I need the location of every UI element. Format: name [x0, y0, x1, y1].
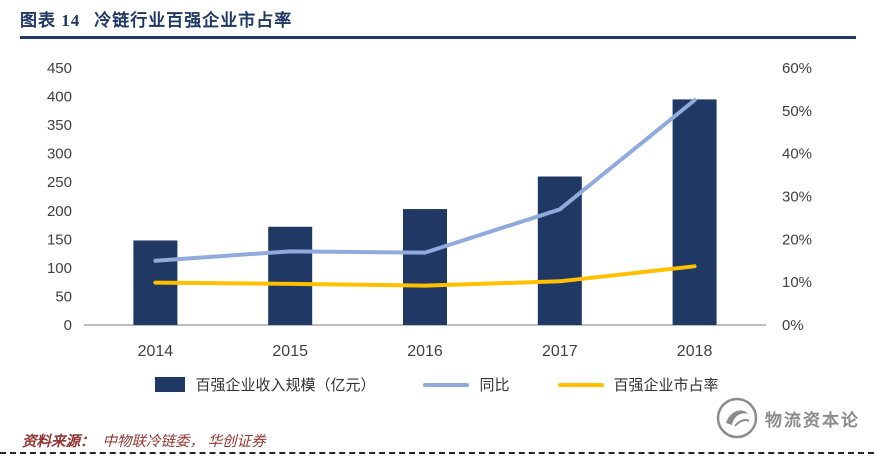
- watermark-text: 物流资本论: [765, 410, 860, 430]
- left-axis-tick-label: 100: [47, 260, 72, 277]
- legend-label-yoy: 同比: [479, 377, 510, 394]
- chart-area: 0 50 100 150 200 250 300 350 400 450 0% 10% 20% 30% 40…: [0, 40, 874, 375]
- watermark-logo-icon: [716, 397, 758, 439]
- x-axis-category-label: 2017: [542, 343, 578, 360]
- right-axis-tick-label: 20%: [782, 231, 812, 248]
- right-axis-tick-label: 50%: [782, 103, 812, 120]
- line-swatch-icon: [423, 382, 470, 387]
- source-note: 资料来源： 中物联冷链委， 华创证券: [22, 430, 266, 451]
- right-axis-tick-label: 30%: [782, 189, 812, 206]
- bar-revenue: [672, 99, 717, 326]
- x-axis-category-label: 2016: [407, 343, 443, 360]
- legend-label-revenue: 百强企业收入规模（亿元）: [195, 377, 376, 394]
- line-series: [153, 264, 697, 288]
- source-prefix: 资料来源：: [22, 434, 95, 450]
- legend-label-share: 百强企业市占率: [613, 377, 719, 394]
- right-axis-tick-label: 10%: [782, 274, 812, 291]
- watermark: 物流资本论: [715, 396, 860, 440]
- figure-title: 冷链行业百强企业市占率: [94, 11, 293, 30]
- source-text: 中物联冷链委， 华创证券: [102, 434, 266, 450]
- x-axis-category-label: 2014: [138, 343, 174, 360]
- left-axis-tick-label: 0: [64, 317, 72, 334]
- left-axis-tick-label: 350: [47, 117, 72, 134]
- right-axis-tick-label: 40%: [782, 146, 812, 163]
- left-axis-tick-label: 450: [47, 60, 72, 77]
- right-axis-tick-label: 0%: [782, 317, 804, 334]
- bottom-divider: [0, 452, 874, 454]
- left-axis-tick-label: 200: [47, 203, 72, 220]
- legend-item-share: 百强企业市占率: [557, 374, 719, 395]
- x-axis-category-label: 2018: [677, 343, 713, 360]
- left-axis-tick-label: 50: [55, 288, 72, 305]
- line-swatch-icon: [557, 382, 604, 387]
- chart-svg: 0 50 100 150 200 250 300 350 400 450 0% 10% 20% 30% 40…: [47, 60, 812, 360]
- line-series: [153, 98, 697, 263]
- left-axis-tick-label: 400: [47, 89, 72, 106]
- bar-revenue: [268, 226, 313, 325]
- bar-revenue: [403, 209, 447, 325]
- right-axis-tick-label: 60%: [782, 60, 812, 77]
- x-axis-category-label: 2015: [272, 343, 308, 360]
- figure-header: 图表 14 冷链行业百强企业市占率: [20, 6, 856, 39]
- legend-item-yoy: 同比: [423, 374, 510, 395]
- left-axis-tick-label: 300: [47, 146, 72, 163]
- left-axis-tick-label: 250: [47, 174, 72, 191]
- bar-revenue: [537, 176, 582, 325]
- figure-number: 图表 14: [20, 11, 81, 30]
- left-axis-tick-label: 150: [47, 231, 72, 248]
- chart-legend: 百强企业收入规模（亿元） 同比 百强企业市占率: [0, 374, 874, 395]
- bar-swatch-icon: [155, 377, 186, 392]
- legend-item-revenue: 百强企业收入规模（亿元）: [155, 374, 375, 395]
